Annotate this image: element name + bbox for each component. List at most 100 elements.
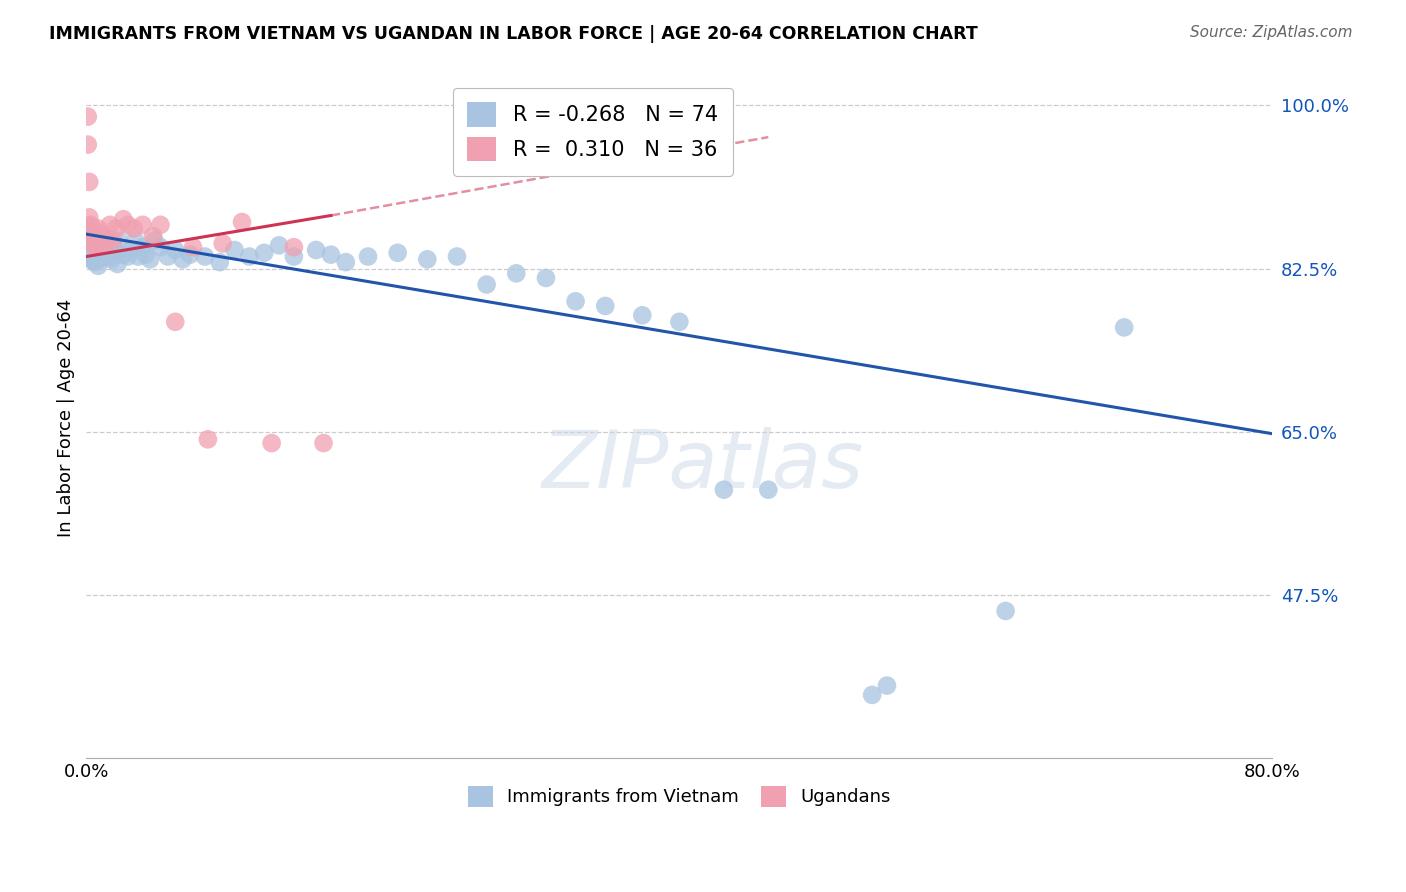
Point [120,243,142,257]
Point [631,308,654,322]
Point [76,110,98,124]
Point [90,240,112,254]
Point [104,245,127,260]
Point [98,240,121,254]
Point [505,266,527,280]
Point [84,243,107,257]
Point [131,240,153,254]
Point [446,250,468,264]
Point [231,215,253,229]
Point [84,240,107,254]
Point [416,252,439,267]
Point [77,224,100,238]
Point [387,245,409,260]
Point [94,243,117,257]
Point [260,436,283,450]
Point [86,249,108,263]
Point [83,240,105,254]
Point [127,250,149,264]
Point [668,315,690,329]
Point [117,218,139,232]
Point [80,218,103,232]
Point [90,252,112,266]
Point [283,240,305,254]
Point [77,238,100,252]
Point [82,221,104,235]
Point [475,277,498,292]
Point [283,250,305,264]
Point [305,243,328,257]
Point [117,250,139,264]
Point [101,234,124,248]
Point [357,250,380,264]
Point [534,271,557,285]
Point [101,236,124,251]
Point [156,250,179,264]
Point [91,247,114,261]
Point [76,137,98,152]
Point [122,221,145,235]
Point [96,231,118,245]
Point [86,234,108,248]
Text: IMMIGRANTS FROM VIETNAM VS UGANDAN IN LABOR FORCE | AGE 20-64 CORRELATION CHART: IMMIGRANTS FROM VIETNAM VS UGANDAN IN LA… [49,25,979,43]
Point [211,236,233,251]
Point [83,227,105,241]
Point [108,234,131,248]
Point [89,238,111,252]
Y-axis label: In Labor Force | Age 20-64: In Labor Force | Age 20-64 [58,299,75,537]
Point [107,257,129,271]
Point [98,218,121,232]
Point [149,218,172,232]
Point [876,679,898,693]
Point [96,234,118,248]
Point [82,236,104,251]
Point [100,252,122,267]
Point [564,294,586,309]
Point [77,211,100,225]
Point [112,212,135,227]
Point [267,238,290,252]
Point [112,247,135,261]
Point [860,688,883,702]
Point [80,231,103,245]
Point [87,259,110,273]
Point [194,250,217,264]
Point [86,238,108,252]
Point [77,175,100,189]
Point [83,236,105,251]
Point [93,250,115,264]
Point [131,218,153,232]
Point [84,255,107,269]
Point [181,240,204,254]
Point [135,247,157,261]
Point [149,240,172,254]
Point [179,247,201,261]
Point [76,234,98,248]
Point [593,299,616,313]
Point [319,247,342,261]
Point [253,245,276,260]
Point [104,221,127,235]
Point [80,219,103,234]
Point [312,436,335,450]
Point [208,255,231,269]
Point [172,252,194,267]
Point [82,250,104,264]
Point [89,234,111,248]
Point [93,235,115,250]
Point [142,229,165,244]
Point [139,252,162,267]
Point [224,243,246,257]
Point [90,227,112,241]
Point [1114,320,1136,334]
Point [713,483,735,497]
Point [80,252,103,267]
Text: Source: ZipAtlas.com: Source: ZipAtlas.com [1189,25,1353,40]
Point [87,221,110,235]
Point [238,250,260,264]
Point [756,483,779,497]
Point [97,250,120,264]
Point [83,229,105,244]
Point [93,238,115,252]
Point [335,255,357,269]
